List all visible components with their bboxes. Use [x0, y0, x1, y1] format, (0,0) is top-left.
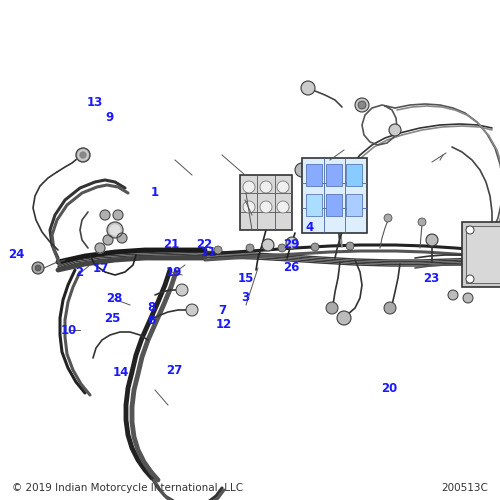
Circle shape — [277, 201, 289, 213]
Circle shape — [262, 239, 274, 251]
Bar — [466, 226, 500, 283]
Circle shape — [260, 181, 272, 193]
Text: 27: 27 — [166, 364, 182, 376]
Circle shape — [340, 213, 350, 223]
Circle shape — [113, 210, 123, 220]
Text: © 2019 Indian Motorcycle International, LLC: © 2019 Indian Motorcycle International, … — [12, 483, 243, 493]
Circle shape — [463, 293, 473, 303]
Bar — [346, 194, 362, 216]
Circle shape — [100, 210, 110, 220]
Text: 11: 11 — [201, 246, 217, 259]
Text: 23: 23 — [423, 272, 439, 285]
Circle shape — [295, 163, 309, 177]
Text: 22: 22 — [196, 238, 212, 252]
Circle shape — [337, 311, 351, 325]
Circle shape — [243, 201, 255, 213]
Text: 17: 17 — [93, 262, 109, 276]
Circle shape — [186, 304, 198, 316]
Text: 2: 2 — [75, 266, 83, 279]
Text: 7: 7 — [218, 304, 226, 316]
Bar — [306, 164, 322, 186]
Circle shape — [95, 243, 105, 253]
Text: 3: 3 — [241, 291, 249, 304]
Circle shape — [32, 262, 44, 274]
Text: 13: 13 — [87, 96, 103, 109]
Bar — [462, 222, 500, 287]
Circle shape — [426, 234, 438, 246]
Text: 9: 9 — [105, 111, 113, 124]
Circle shape — [103, 235, 113, 245]
Text: 1: 1 — [151, 186, 159, 199]
Circle shape — [80, 152, 86, 158]
Text: 15: 15 — [238, 272, 254, 285]
Circle shape — [448, 290, 458, 300]
Circle shape — [110, 225, 120, 235]
Text: 6: 6 — [147, 314, 155, 326]
Text: 200513C: 200513C — [441, 483, 488, 493]
Circle shape — [107, 222, 123, 238]
Circle shape — [277, 181, 289, 193]
Circle shape — [384, 302, 396, 314]
Circle shape — [243, 181, 255, 193]
Text: 4: 4 — [306, 221, 314, 234]
Circle shape — [355, 98, 369, 112]
Text: 24: 24 — [8, 248, 24, 260]
Text: 25: 25 — [104, 312, 120, 326]
Text: 8: 8 — [147, 301, 155, 314]
Bar — [302, 158, 367, 233]
Text: 19: 19 — [166, 266, 182, 279]
Circle shape — [278, 244, 286, 252]
Bar — [326, 164, 342, 186]
Circle shape — [78, 150, 88, 160]
Text: 12: 12 — [216, 318, 232, 332]
Circle shape — [466, 275, 474, 283]
Text: 26: 26 — [283, 261, 299, 274]
Circle shape — [260, 201, 272, 213]
Bar — [326, 194, 342, 216]
Circle shape — [35, 265, 41, 271]
Text: 29: 29 — [283, 238, 299, 252]
Circle shape — [466, 226, 474, 234]
Circle shape — [326, 302, 338, 314]
Circle shape — [384, 214, 392, 222]
Bar — [306, 194, 322, 216]
Circle shape — [214, 246, 222, 254]
Circle shape — [346, 242, 354, 250]
Text: 28: 28 — [106, 292, 122, 306]
Circle shape — [301, 81, 315, 95]
Circle shape — [389, 124, 401, 136]
Text: 14: 14 — [113, 366, 129, 379]
Bar — [240, 175, 292, 230]
Circle shape — [117, 233, 127, 243]
Circle shape — [311, 243, 319, 251]
Text: 20: 20 — [381, 382, 397, 396]
Circle shape — [286, 237, 298, 249]
Text: 21: 21 — [163, 238, 179, 252]
Bar — [346, 164, 362, 186]
Circle shape — [358, 101, 366, 109]
Circle shape — [418, 218, 426, 226]
Text: 10: 10 — [61, 324, 77, 336]
Circle shape — [76, 148, 90, 162]
Circle shape — [176, 284, 188, 296]
Circle shape — [246, 244, 254, 252]
